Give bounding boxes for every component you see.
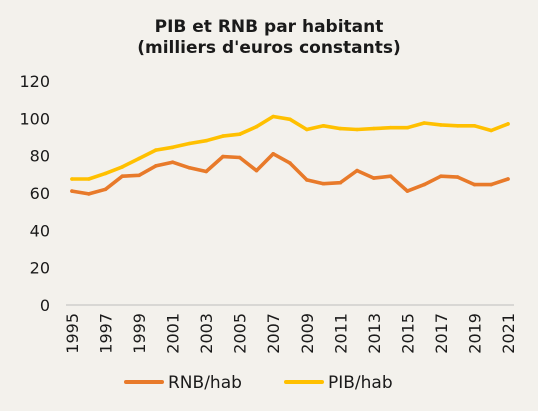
- data-point: [355, 168, 359, 173]
- data-point: [439, 174, 443, 178]
- data-point: [137, 156, 141, 161]
- x-tick-label: 2007: [264, 313, 283, 354]
- data-point: [338, 126, 343, 131]
- y-tick-label: 0: [40, 296, 50, 315]
- data-point: [154, 164, 158, 168]
- data-point: [321, 124, 326, 128]
- data-point: [170, 160, 175, 164]
- x-tick-label: 2019: [465, 313, 484, 354]
- legend-label: RNB/hab: [168, 373, 242, 393]
- data-point: [489, 128, 494, 133]
- data-point: [271, 114, 276, 119]
- legend-label: PIB/hab: [328, 373, 393, 393]
- x-tick-label: 2001: [164, 313, 183, 354]
- data-point: [506, 177, 510, 181]
- x-tick-label: 1999: [130, 313, 149, 354]
- data-point: [405, 189, 410, 193]
- y-tick-label: 40: [30, 221, 50, 240]
- data-point: [237, 132, 242, 136]
- data-point: [288, 117, 292, 122]
- y-tick-label: 100: [19, 109, 50, 128]
- data-point: [422, 121, 427, 125]
- data-point: [187, 141, 192, 146]
- y-tick-label: 120: [19, 72, 50, 91]
- x-tick-label: 2005: [231, 313, 250, 354]
- data-point: [506, 122, 510, 126]
- y-tick-label: 20: [30, 259, 50, 278]
- y-tick-label: 80: [30, 147, 50, 166]
- data-point: [321, 181, 326, 186]
- data-point: [455, 124, 460, 128]
- data-point: [221, 154, 225, 159]
- series-line-pib-hab: [70, 114, 510, 181]
- data-point: [439, 123, 443, 127]
- x-tick-label: 2017: [432, 313, 451, 354]
- data-point: [254, 168, 259, 173]
- data-point: [120, 165, 125, 169]
- data-point: [87, 177, 91, 181]
- data-point: [472, 124, 477, 128]
- data-point: [355, 127, 359, 132]
- data-point: [154, 148, 158, 152]
- data-point: [70, 189, 74, 193]
- data-point: [405, 125, 410, 130]
- data-point: [472, 182, 477, 187]
- x-tick-label: 2011: [331, 313, 350, 354]
- data-point: [388, 174, 393, 178]
- data-point: [70, 177, 74, 181]
- data-point: [137, 173, 141, 178]
- data-point: [455, 175, 460, 179]
- data-point: [87, 192, 91, 196]
- chart-title-line-2: (milliers d'euros constants): [137, 38, 401, 58]
- x-tick-label: 1995: [63, 313, 82, 354]
- data-point: [204, 138, 208, 143]
- data-point: [254, 124, 259, 129]
- x-tick-label: 2003: [197, 313, 216, 354]
- data-point: [338, 180, 343, 185]
- data-point: [221, 134, 225, 138]
- x-tick-label: 2021: [499, 313, 518, 354]
- data-point: [489, 182, 494, 187]
- x-tick-label: 2015: [398, 313, 417, 354]
- chart-title-line-1: PIB et RNB par habitant: [155, 17, 384, 37]
- data-point: [271, 152, 276, 156]
- x-tick-label: 2009: [298, 313, 317, 354]
- data-point: [103, 187, 108, 192]
- x-tick-label: 1997: [97, 313, 116, 354]
- data-point: [305, 178, 309, 182]
- data-point: [237, 155, 242, 160]
- data-point: [388, 125, 393, 130]
- y-tick-label: 60: [30, 184, 50, 203]
- data-point: [120, 174, 125, 178]
- data-point: [103, 171, 108, 176]
- data-point: [372, 176, 376, 180]
- data-point: [372, 126, 376, 131]
- x-tick-label: 2013: [365, 313, 384, 354]
- data-point: [187, 166, 192, 170]
- data-point: [170, 145, 175, 150]
- data-point: [288, 161, 292, 165]
- data-point: [204, 169, 208, 174]
- legend: RNB/hab PIB/hab: [124, 373, 393, 393]
- data-point: [422, 182, 427, 187]
- data-point: [305, 127, 309, 132]
